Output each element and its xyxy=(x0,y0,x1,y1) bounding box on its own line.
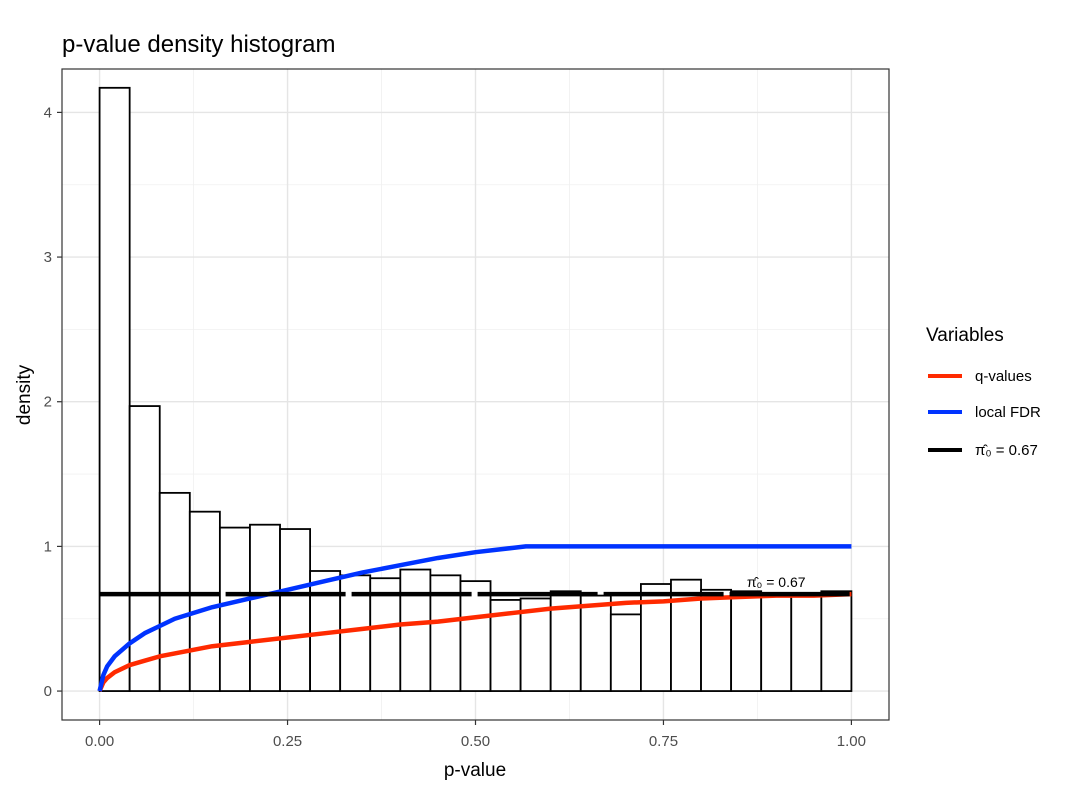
histogram-bar xyxy=(579,594,612,692)
histogram-bar xyxy=(218,526,251,692)
series-lines xyxy=(97,544,852,692)
x-tick-label: 0.75 xyxy=(649,733,678,750)
histogram-bar xyxy=(98,86,131,692)
x-tick-label: 0.25 xyxy=(273,733,302,750)
chart-title: p-value density histogram xyxy=(62,31,335,58)
legend: Variables q-values local FDR π̂₀ = 0.67 xyxy=(926,325,1041,459)
legend-label-local-fdr: local FDR xyxy=(975,404,1041,421)
legend-label-pi0: π̂₀ = 0.67 xyxy=(975,442,1038,459)
histogram-bar xyxy=(279,528,312,692)
y-tick-label: 1 xyxy=(44,538,52,555)
y-tick-label: 2 xyxy=(44,394,52,411)
x-tick-label: 0.50 xyxy=(461,733,490,750)
histogram-bar xyxy=(128,405,161,692)
legend-label-q-values: q-values xyxy=(975,368,1032,385)
histogram-bar xyxy=(820,590,853,692)
histogram-bar xyxy=(369,577,402,692)
histogram-bar xyxy=(459,580,492,692)
histogram-bar xyxy=(790,594,823,692)
histogram-bar xyxy=(188,510,221,692)
histogram-bar xyxy=(249,523,281,692)
x-axis-ticks: 0.00 0.25 0.50 0.75 1.00 xyxy=(85,720,866,750)
histogram-bar xyxy=(399,568,432,692)
series-line xyxy=(97,544,852,692)
y-axis-title: density xyxy=(14,364,35,425)
histogram-bar xyxy=(700,588,733,692)
legend-title: Variables xyxy=(926,325,1004,346)
y-axis-ticks: 0 1 2 3 4 xyxy=(44,104,62,700)
series-line xyxy=(97,591,852,692)
y-tick-label: 4 xyxy=(44,104,52,121)
x-tick-label: 1.00 xyxy=(837,733,866,750)
x-axis-title: p-value xyxy=(444,760,506,781)
y-tick-label: 3 xyxy=(44,249,52,266)
histogram-bars xyxy=(98,86,853,692)
pi0-annotation: π̂₀ = 0.67 xyxy=(747,574,806,590)
histogram-bar xyxy=(730,590,763,692)
histogram-bar xyxy=(760,594,793,692)
x-tick-label: 0.00 xyxy=(85,733,114,750)
y-tick-label: 0 xyxy=(44,683,52,700)
histogram-bar xyxy=(609,613,642,692)
histogram-bar xyxy=(519,597,552,692)
